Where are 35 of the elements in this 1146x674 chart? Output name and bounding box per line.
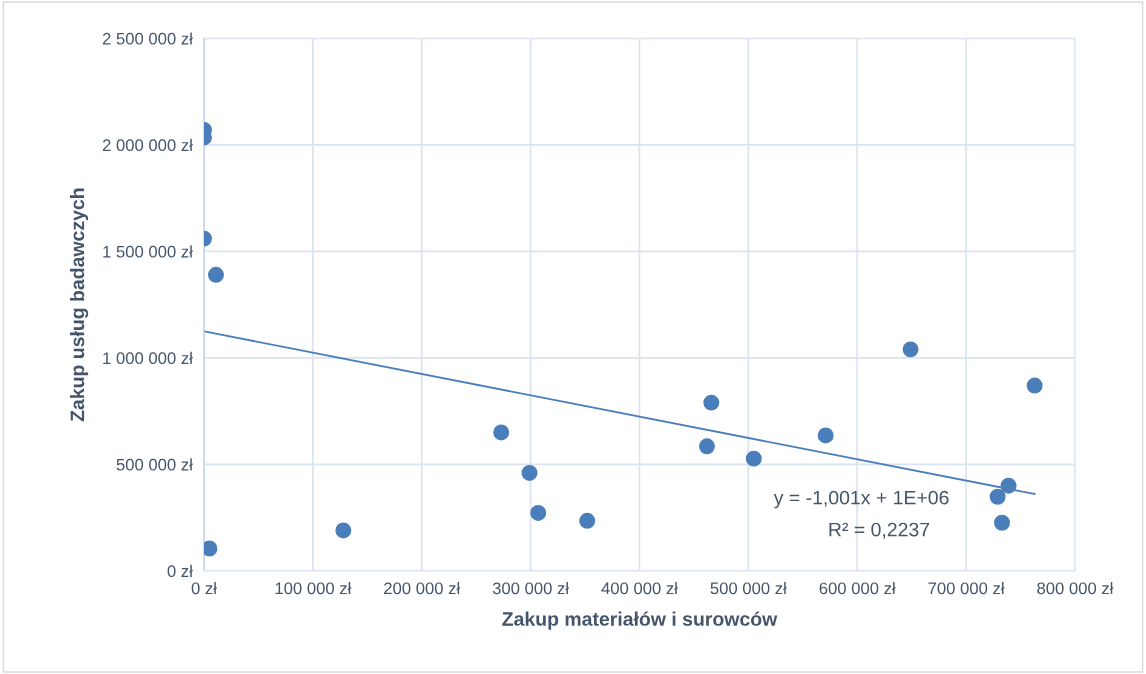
point: [745, 450, 762, 467]
point: [902, 341, 919, 358]
point: [989, 488, 1006, 505]
x-tick-label: 600 000 zł: [819, 581, 896, 595]
x-axis-title: Zakup materiałów i surowców: [502, 611, 778, 630]
x-tick-label: 200 000 zł: [384, 581, 461, 595]
point: [203, 540, 218, 557]
annotation: y = -1,001x + 1E+06: [773, 490, 949, 509]
point: [703, 394, 720, 411]
x-tick-label: 800 000 zł: [1037, 581, 1114, 595]
point: [493, 424, 510, 441]
point: [579, 512, 596, 529]
point: [1026, 377, 1043, 394]
point: [207, 266, 224, 283]
point: [1000, 477, 1017, 494]
x-tick-label: 100 000 zł: [275, 581, 352, 595]
y-tick-label: 0 zł: [167, 564, 193, 578]
y-tick-label: 1 000 000 zł: [103, 351, 193, 365]
annotation: R² = 0,2237: [829, 522, 930, 539]
x-tick-label: 500 000 zł: [710, 581, 787, 595]
point: [521, 464, 538, 481]
point: [817, 427, 834, 444]
x-tick-label: 0 zł: [191, 581, 217, 595]
point: [994, 514, 1010, 531]
point: [698, 438, 715, 455]
x-tick-label: 400 000 zł: [601, 581, 678, 595]
y-tick-label: 2 000 000 zł: [102, 138, 193, 152]
y-tick-label: 2 500 000 zł: [102, 32, 193, 45]
y-tick-label: 1 500 000 zł: [103, 245, 193, 258]
x-tick-label: 300 000 zł: [492, 581, 569, 595]
y-axis-title: Zakup usług badawczych: [69, 188, 89, 422]
x-tick-label: 700 000 zł: [928, 581, 1005, 595]
y-tick-label: 500 000 zł: [116, 458, 193, 471]
point: [335, 522, 352, 539]
point: [530, 504, 547, 521]
